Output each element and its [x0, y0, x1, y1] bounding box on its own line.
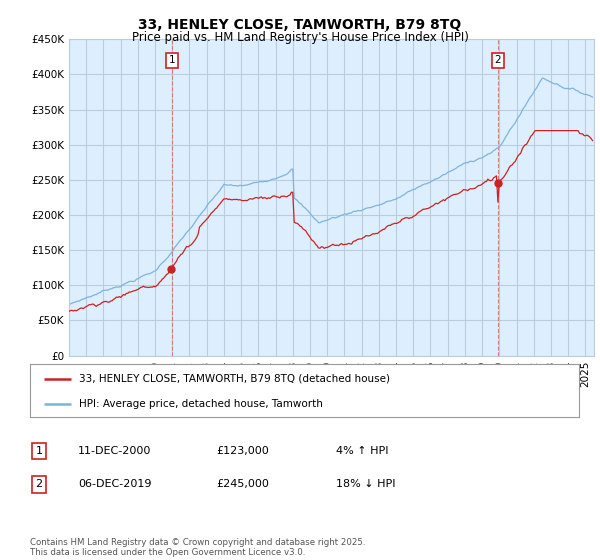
- Text: 2: 2: [494, 55, 501, 66]
- Text: 18% ↓ HPI: 18% ↓ HPI: [336, 479, 395, 489]
- Text: 33, HENLEY CLOSE, TAMWORTH, B79 8TQ: 33, HENLEY CLOSE, TAMWORTH, B79 8TQ: [139, 18, 461, 32]
- Text: 1: 1: [169, 55, 176, 66]
- Text: £245,000: £245,000: [216, 479, 269, 489]
- Text: 33, HENLEY CLOSE, TAMWORTH, B79 8TQ (detached house): 33, HENLEY CLOSE, TAMWORTH, B79 8TQ (det…: [79, 374, 391, 384]
- Text: 2: 2: [35, 479, 43, 489]
- Text: 11-DEC-2000: 11-DEC-2000: [78, 446, 151, 456]
- Text: 4% ↑ HPI: 4% ↑ HPI: [336, 446, 389, 456]
- Text: £123,000: £123,000: [216, 446, 269, 456]
- Text: Price paid vs. HM Land Registry's House Price Index (HPI): Price paid vs. HM Land Registry's House …: [131, 31, 469, 44]
- Text: 06-DEC-2019: 06-DEC-2019: [78, 479, 151, 489]
- Text: 1: 1: [35, 446, 43, 456]
- Text: HPI: Average price, detached house, Tamworth: HPI: Average price, detached house, Tamw…: [79, 399, 323, 409]
- Text: Contains HM Land Registry data © Crown copyright and database right 2025.
This d: Contains HM Land Registry data © Crown c…: [30, 538, 365, 557]
